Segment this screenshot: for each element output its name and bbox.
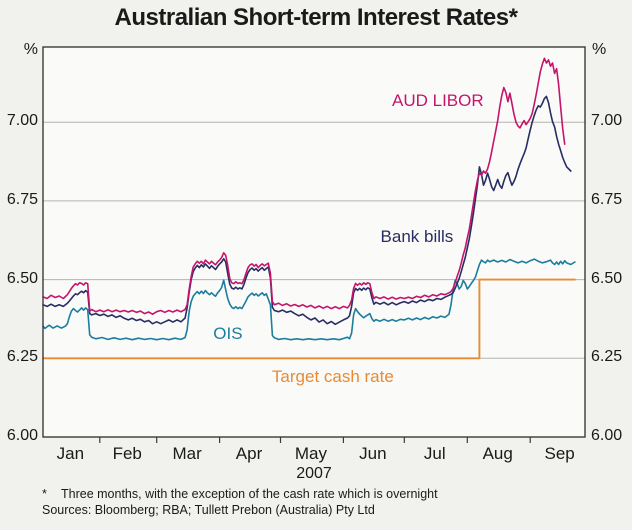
- footnote-block: * Three months, with the exception of the…: [42, 486, 438, 518]
- y-tick-label-right-6.75: 6.75: [591, 190, 623, 208]
- y-tick-label-left-6.00: 6.00: [6, 427, 38, 444]
- footnote-text: Three months, with the exception of the …: [61, 487, 438, 501]
- y-tick-label-right-6.50: 6.50: [591, 269, 623, 287]
- y-axis-unit-left: %: [23, 41, 38, 58]
- x-month-label-jan: Jan: [56, 444, 85, 463]
- x-month-label-aug: Aug: [482, 444, 513, 463]
- plot-border: [42, 46, 586, 438]
- footnote-asterisk: *: [42, 487, 47, 501]
- chart-title: Australian Short-term Interest Rates*: [114, 4, 518, 31]
- footnote-line: * Three months, with the exception of the…: [42, 486, 438, 502]
- x-month-label-mar: Mar: [172, 444, 202, 463]
- y-axis-unit-right: %: [592, 41, 607, 58]
- x-month-label-feb: Feb: [112, 444, 142, 463]
- sources-line: Sources: Bloomberg; RBA; Tullett Prebon …: [42, 503, 375, 517]
- x-month-label-sep: Sep: [544, 444, 575, 463]
- x-month-label-may: May: [294, 444, 328, 463]
- series-label-aud-libor: AUD LIBOR: [391, 91, 484, 111]
- series-label-ois: OIS: [213, 324, 243, 344]
- series-label-bank-bills: Bank bills: [380, 227, 454, 247]
- y-tick-label-right-6.25: 6.25: [591, 348, 623, 366]
- y-tick-label-right-6.00: 6.00: [591, 427, 623, 444]
- y-tick-label-right-7.00: 7.00: [591, 112, 623, 130]
- plot-background: [43, 47, 585, 437]
- y-tick-label-left-7.00: 7.00: [6, 112, 38, 130]
- y-tick-label-left-6.75: 6.75: [6, 190, 38, 208]
- y-tick-label-left-6.50: 6.50: [6, 269, 38, 287]
- series-label-target-cash-rate: Target cash rate: [271, 367, 394, 387]
- series-line-bank-bills: [42, 95, 572, 326]
- series-line-ois: [42, 258, 576, 341]
- x-month-label-apr: Apr: [235, 444, 263, 463]
- series-line-target-cash-rate: [42, 278, 576, 360]
- x-month-label-jul: Jul: [423, 444, 446, 463]
- series-line-aud-libor: [42, 57, 566, 316]
- x-axis-year-label: 2007: [296, 465, 332, 482]
- y-tick-label-left-6.25: 6.25: [6, 348, 38, 366]
- x-month-label-jun: Jun: [359, 444, 387, 463]
